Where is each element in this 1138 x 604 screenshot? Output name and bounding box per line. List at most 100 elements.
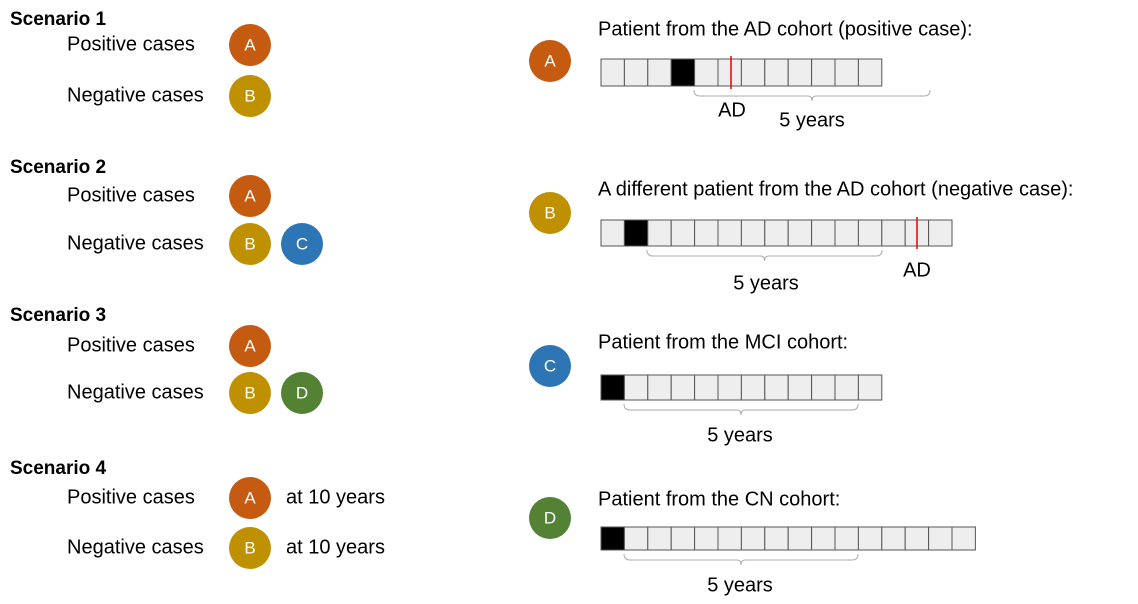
scenario-title: Scenario 2 <box>10 157 106 178</box>
window-label: 5 years <box>707 574 773 596</box>
timeline-cell <box>647 526 672 551</box>
timeline-cell <box>787 58 813 87</box>
timeline-cell <box>881 526 906 551</box>
case-label: Positive cases <box>67 33 195 55</box>
badge-label: A <box>244 186 256 205</box>
case-badge: A <box>229 325 271 367</box>
badge-circle <box>229 75 271 117</box>
timeline-cell <box>694 526 719 551</box>
badge-circle <box>229 24 271 66</box>
timeline-cell <box>694 219 719 247</box>
timeline-cell <box>787 219 813 247</box>
timeline-cell <box>811 58 836 87</box>
window-bracket <box>646 249 883 262</box>
case-label: Negative cases <box>67 536 204 558</box>
scenario-title: Scenario 1 <box>10 9 107 30</box>
badge-label: B <box>244 383 255 402</box>
timeline-cell <box>787 526 813 551</box>
timeline-cell <box>857 219 883 247</box>
timeline-cell <box>717 374 742 401</box>
badge-label: B <box>244 234 255 253</box>
case-badge: C <box>281 223 323 265</box>
case-badge: B <box>229 372 271 414</box>
badge-label: B <box>244 86 255 105</box>
timeline-cell <box>647 58 672 87</box>
case-note: at 10 years <box>286 486 385 508</box>
badge-circle <box>229 175 271 217</box>
window-label: 5 years <box>733 272 799 294</box>
badge-circle <box>529 345 571 387</box>
window-bracket <box>623 403 859 416</box>
timeline-cell <box>834 374 859 401</box>
window-bracket <box>693 89 931 102</box>
timeline-cell <box>857 374 883 401</box>
timeline-cell <box>670 374 696 401</box>
badge-label: C <box>296 234 308 253</box>
timeline-cell <box>811 219 836 247</box>
timeline-cell <box>717 58 742 87</box>
badge-circle <box>229 527 271 569</box>
window-label: 5 years <box>779 109 845 131</box>
badge-circle <box>529 192 571 234</box>
case-label: Negative cases <box>67 84 204 106</box>
timeline-cell <box>647 374 672 401</box>
timeline-cell <box>857 526 883 551</box>
timeline-cell <box>764 526 789 551</box>
patient-text: Patient from the AD cohort (positive cas… <box>598 18 973 40</box>
timeline-cell <box>881 219 906 247</box>
case-badge: B <box>229 223 271 265</box>
timeline-cell <box>600 58 625 87</box>
timeline-cell <box>764 219 789 247</box>
badge-circle <box>229 325 271 367</box>
timeline-cell <box>740 526 766 551</box>
timeline-cell <box>717 526 742 551</box>
timeline-cell <box>928 526 953 551</box>
timeline-cell <box>811 374 836 401</box>
patient-text: A different patient from the AD cohort (… <box>598 178 1073 200</box>
window-label: 5 years <box>707 424 773 446</box>
timeline-cell <box>740 374 766 401</box>
badge-label: D <box>544 508 556 527</box>
badge-label: B <box>244 538 255 557</box>
window-bracket <box>623 553 859 566</box>
case-label: Negative cases <box>67 381 204 403</box>
case-badge: A <box>229 477 271 519</box>
patient-text: Patient from the MCI cohort: <box>598 331 848 353</box>
case-note: at 10 years <box>286 536 385 558</box>
badge-label: A <box>544 51 556 70</box>
timeline-cell <box>834 58 859 87</box>
badge-circle <box>529 497 571 539</box>
case-badge: B <box>529 192 571 234</box>
badge-label: C <box>544 356 556 375</box>
timeline-cell <box>670 526 696 551</box>
case-badge: C <box>529 345 571 387</box>
timeline-cell <box>670 58 696 87</box>
timeline-cell <box>623 374 649 401</box>
badge-circle <box>281 372 323 414</box>
timeline-cell <box>694 374 719 401</box>
timeline-cell <box>811 526 836 551</box>
timeline-cell <box>670 219 696 247</box>
badge-circle <box>229 477 271 519</box>
timeline-cell <box>928 219 953 247</box>
case-badge: A <box>529 40 571 82</box>
badge-circle <box>229 372 271 414</box>
case-label: Positive cases <box>67 184 195 206</box>
timeline-cell <box>740 219 766 247</box>
timeline-cell <box>623 58 649 87</box>
badge-label: A <box>244 336 256 355</box>
badge-label: D <box>296 383 308 402</box>
timeline-cell <box>717 219 742 247</box>
case-label: Positive cases <box>67 334 195 356</box>
badge-circle <box>281 223 323 265</box>
event-label: AD <box>718 99 746 121</box>
case-label: Positive cases <box>67 486 195 508</box>
case-badge: D <box>281 372 323 414</box>
scenario-title: Scenario 4 <box>10 458 107 479</box>
timeline-cell <box>834 219 859 247</box>
timeline-cell <box>623 526 649 551</box>
scenario-title: Scenario 3 <box>10 305 106 326</box>
case-badge: D <box>529 497 571 539</box>
badge-circle <box>229 223 271 265</box>
timeline-cell <box>600 219 625 247</box>
